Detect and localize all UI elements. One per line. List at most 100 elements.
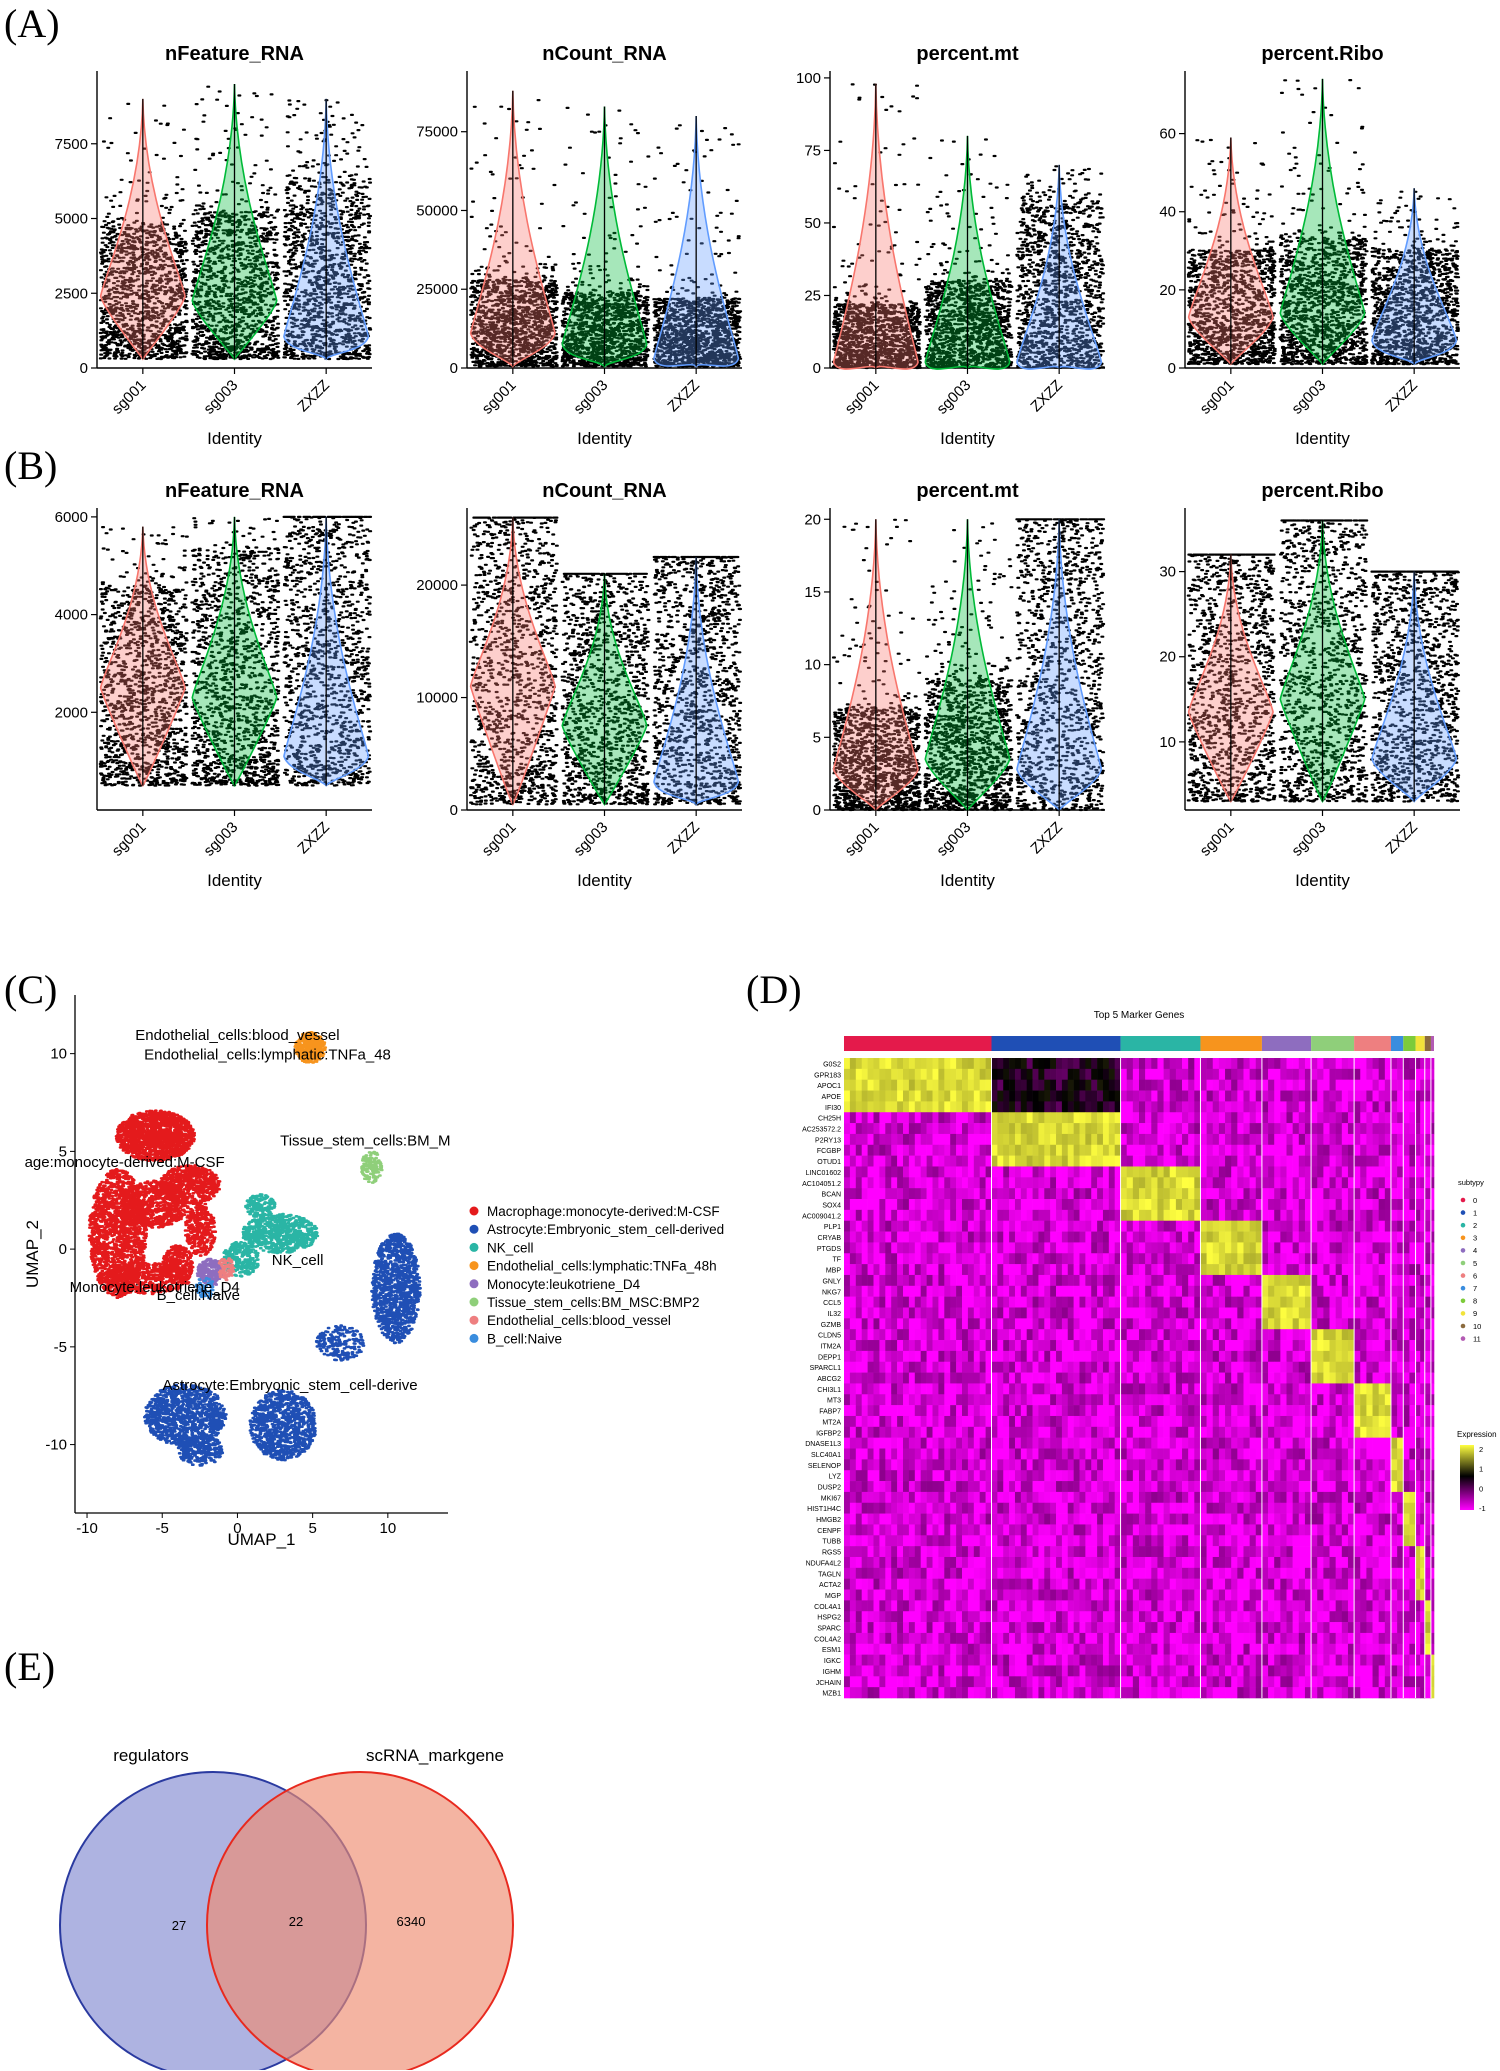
heatmap-cell: [1132, 1426, 1140, 1438]
heatmap-cell: [979, 1502, 986, 1514]
heatmap-cell: [1360, 1166, 1367, 1178]
heatmap-cell: [1020, 1112, 1027, 1124]
heatmap-cell: [1341, 1502, 1349, 1514]
heatmap-cell: [873, 1318, 880, 1330]
heatmap-cell: [1323, 1502, 1330, 1514]
heatmap-cell: [1366, 1502, 1373, 1514]
heatmap-cell: [1114, 1513, 1121, 1525]
heatmap-cell: [1108, 1318, 1115, 1330]
heatmap-cell: [867, 1209, 874, 1222]
heatmap-cell: [1056, 1405, 1063, 1417]
heatmap-cell: [1360, 1155, 1367, 1167]
heatmap-cell: [1126, 1188, 1134, 1200]
heatmap-cell: [1311, 1318, 1318, 1330]
heatmap-cell: [1341, 1199, 1349, 1211]
heatmap-cell: [855, 1383, 862, 1395]
heatmap-cell: [1175, 1340, 1183, 1352]
heatmap-cell: [1145, 1535, 1152, 1547]
heatmap-cell: [1255, 1058, 1263, 1070]
heatmap-cell: [908, 1546, 916, 1558]
heatmap-cell: [1372, 1405, 1379, 1417]
heatmap-cell: [1194, 1307, 1201, 1319]
heatmap-cell: [1261, 1209, 1269, 1222]
heatmap-cell: [997, 1340, 1004, 1352]
panel-letter-c: (C): [4, 967, 58, 1012]
heatmap-cell: [967, 1481, 975, 1493]
heatmap-cell: [903, 1394, 910, 1406]
heatmap-cell: [1212, 1264, 1220, 1276]
heatmap-cell: [1292, 1535, 1300, 1547]
heatmap-cell: [1182, 1101, 1189, 1113]
heatmap-cell: [1409, 1264, 1416, 1276]
heatmap-cell: [1218, 1361, 1226, 1373]
heatmap-cell: [1050, 1231, 1057, 1243]
heatmap-cell: [1097, 1437, 1104, 1449]
heatmap-cell: [1420, 1285, 1426, 1297]
heatmap-cell: [1145, 1068, 1152, 1080]
heatmap-cell: [1157, 1535, 1164, 1547]
heatmap-cell: [1003, 1177, 1010, 1189]
heatmap-cell: [1067, 1481, 1074, 1493]
heatmap-cell: [855, 1188, 862, 1200]
heatmap-cell: [1032, 1318, 1039, 1330]
heatmap-cell: [1415, 1448, 1421, 1460]
heatmap-cell: [920, 1448, 927, 1460]
heatmap-cell: [1003, 1079, 1010, 1091]
heatmap-cell: [873, 1329, 880, 1341]
heatmap-cell: [873, 1502, 880, 1514]
heatmap-cell: [855, 1318, 862, 1330]
heatmap-cell: [1311, 1253, 1318, 1265]
heatmap-cell: [979, 1155, 986, 1167]
heatmap-cell: [932, 1415, 939, 1428]
heatmap-cell: [1420, 1220, 1426, 1232]
heatmap-cell: [1218, 1383, 1226, 1395]
heatmap-cell: [903, 1405, 910, 1417]
heatmap-cell: [1366, 1426, 1373, 1438]
heatmap-cell: [1286, 1188, 1293, 1200]
heatmap-cell: [1061, 1491, 1069, 1504]
heatmap-cell: [1409, 1144, 1416, 1156]
heatmap-cell: [1317, 1264, 1324, 1276]
heatmap-cell: [1372, 1524, 1379, 1536]
heatmap-cell: [1317, 1220, 1324, 1232]
heatmap-cell: [1212, 1188, 1220, 1200]
heatmap-cell: [1360, 1231, 1367, 1243]
heatmap-cell: [861, 1264, 868, 1276]
heatmap-cell: [1341, 1090, 1349, 1102]
heatmap-cell: [1323, 1058, 1330, 1070]
heatmap-cell: [891, 1307, 898, 1319]
heatmap-cell: [1255, 1502, 1263, 1514]
heatmap-cell: [991, 1394, 998, 1406]
heatmap-cell: [1194, 1318, 1201, 1330]
heatmap-cell: [1073, 1383, 1080, 1395]
heatmap-cell: [1085, 1209, 1092, 1222]
heatmap-cell: [1347, 1459, 1355, 1471]
heatmap-cell: [1347, 1415, 1355, 1428]
heatmap-cell: [1249, 1166, 1257, 1178]
heatmap-cell: [1061, 1199, 1069, 1211]
heatmap-cell: [1157, 1274, 1164, 1287]
heatmap-cell: [1292, 1437, 1300, 1449]
heatmap-cell: [867, 1285, 874, 1297]
heatmap-cell: [1323, 1123, 1330, 1135]
heatmap-cell: [1009, 1231, 1016, 1243]
heatmap-cell: [1067, 1101, 1074, 1113]
heatmap-cell: [1311, 1058, 1318, 1070]
heatmap-cell: [1341, 1177, 1349, 1189]
heatmap-cell: [1329, 1253, 1336, 1265]
umap-cluster-3: [222, 1241, 260, 1278]
heatmap-cell: [1097, 1209, 1104, 1222]
heatmap-cell: [1120, 1068, 1128, 1080]
heatmap-cell: [1311, 1546, 1318, 1558]
heatmap-cell: [1341, 1470, 1349, 1482]
heatmap-cell: [1114, 1133, 1121, 1146]
heatmap-cell: [1298, 1296, 1306, 1308]
heatmap-cell: [855, 1437, 862, 1449]
heatmap-cell: [1366, 1177, 1373, 1189]
heatmap-cell: [1194, 1394, 1201, 1406]
heatmap-cell: [1304, 1524, 1312, 1536]
heatmap-cell: [879, 1556, 886, 1569]
heatmap-cell: [1145, 1524, 1152, 1536]
heatmap-cell: [1026, 1144, 1033, 1156]
heatmap-cell: [1014, 1426, 1022, 1438]
